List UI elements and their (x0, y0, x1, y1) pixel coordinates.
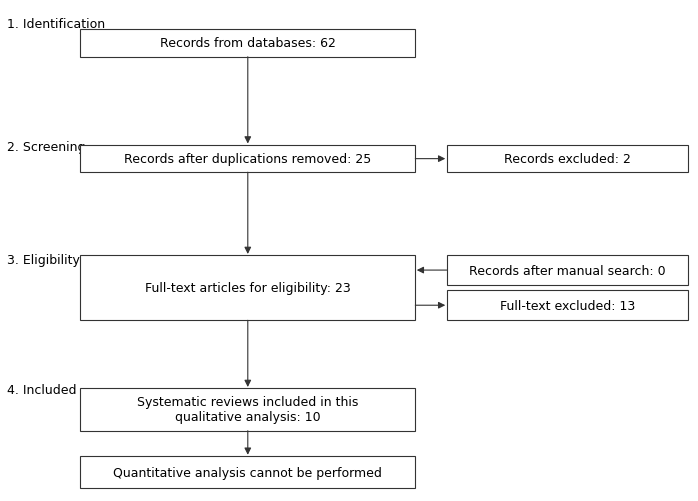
Bar (80, 256, 415, 321)
Text: Full-text excluded: 13: Full-text excluded: 13 (500, 299, 634, 312)
Text: Quantitative analysis cannot be performed: Quantitative analysis cannot be performe… (113, 466, 383, 478)
Text: 2. Screening: 2. Screening (7, 140, 85, 153)
Text: Full-text articles for eligibility: 23: Full-text articles for eligibility: 23 (145, 282, 350, 295)
Text: Records excluded: 2: Records excluded: 2 (504, 153, 630, 165)
Text: 1. Identification: 1. Identification (7, 18, 105, 31)
Text: Systematic reviews included in this
qualitative analysis: 10: Systematic reviews included in this qual… (137, 396, 359, 423)
Text: Records from databases: 62: Records from databases: 62 (160, 38, 336, 50)
Bar (80, 145, 415, 173)
Bar (447, 291, 688, 321)
Text: 3. Eligibility: 3. Eligibility (7, 253, 80, 266)
Bar (80, 30, 415, 58)
Text: 4. Included: 4. Included (7, 383, 77, 396)
Bar (80, 456, 415, 488)
Text: Records after duplications removed: 25: Records after duplications removed: 25 (124, 153, 371, 165)
Bar (80, 388, 415, 431)
Text: Records after manual search: 0: Records after manual search: 0 (469, 264, 665, 277)
Bar (447, 256, 688, 286)
Bar (447, 145, 688, 173)
